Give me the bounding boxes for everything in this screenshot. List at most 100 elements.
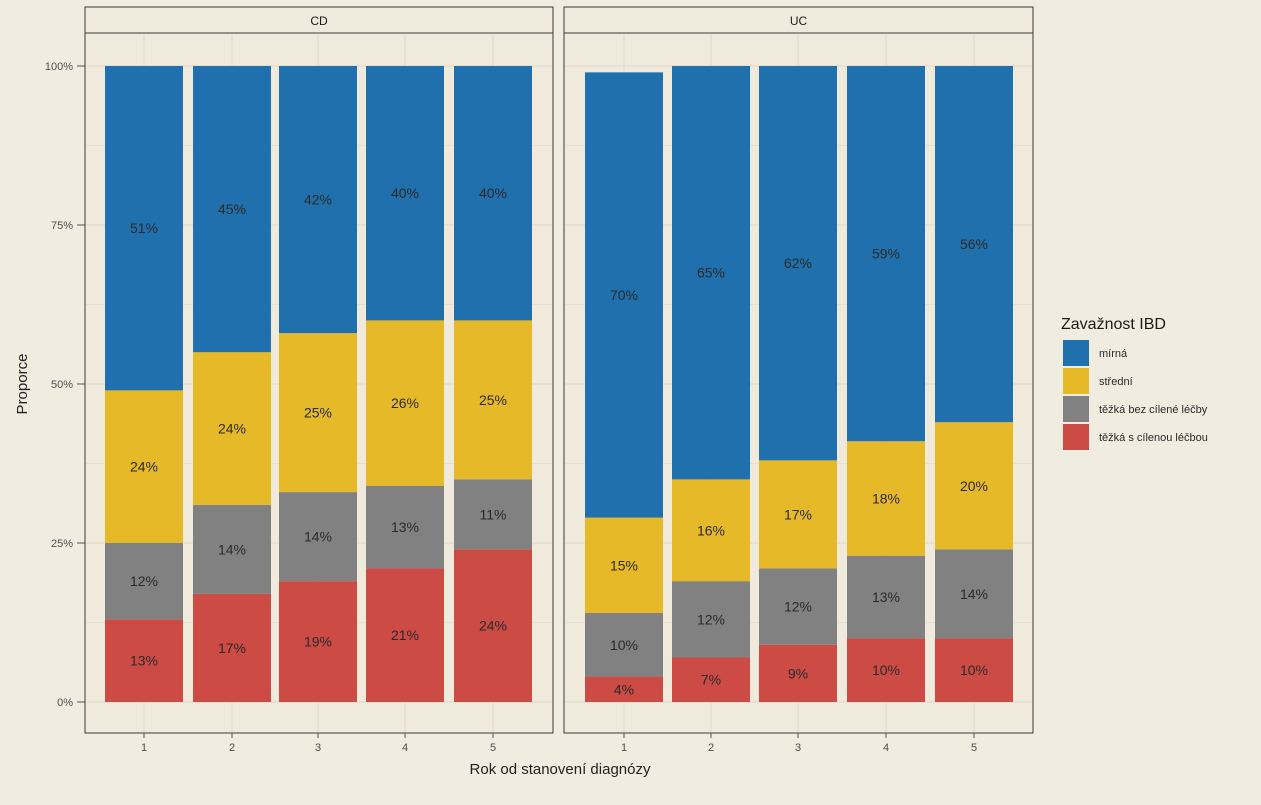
y-tick-label: 50%	[51, 379, 73, 391]
bar-segment-mirna	[454, 66, 532, 321]
panel-strip	[563, 6, 1034, 34]
bar-segment-stredni	[935, 422, 1013, 550]
bar-segment-tezka_s	[585, 676, 663, 702]
bar-segment-mirna	[585, 72, 663, 518]
bar-segment-tezka_s	[105, 619, 183, 702]
panel-strip	[84, 6, 554, 34]
bar-segment-stredni	[759, 460, 837, 569]
bar-segment-tezka_s	[279, 581, 357, 702]
bar-segment-tezka_s	[935, 638, 1013, 702]
bar-data-label: 4%	[614, 681, 634, 697]
bar-segment-stredni	[105, 390, 183, 543]
legend-key-mirna	[1063, 340, 1089, 366]
bar-data-label: 62%	[784, 255, 812, 271]
bar-segment-mirna	[672, 66, 750, 480]
panel-title: CD	[310, 14, 328, 28]
bar-segment-stredni	[454, 320, 532, 480]
bar-data-label: 18%	[872, 490, 900, 506]
bar-segment-mirna	[935, 66, 1013, 423]
y-tick-label: 100%	[45, 61, 73, 73]
x-tick-label: 3	[795, 742, 801, 754]
bar-segment-tezka_s	[759, 644, 837, 702]
bar-segment-tezka_bez	[935, 549, 1013, 639]
bar-segment-tezka_s	[193, 593, 271, 702]
bar-data-label: 15%	[610, 557, 638, 573]
bar-data-label: 25%	[304, 405, 332, 421]
bar-data-label: 17%	[784, 506, 812, 522]
bar-segment-tezka_bez	[759, 568, 837, 645]
y-tick-label: 25%	[51, 538, 73, 550]
bar-data-label: 14%	[304, 529, 332, 545]
legend-label: těžká bez cílené léčby	[1099, 404, 1208, 416]
bar-segment-tezka_s	[847, 638, 925, 702]
x-tick-label: 2	[229, 742, 235, 754]
bar-data-label: 20%	[960, 478, 988, 494]
bar-segment-tezka_s	[672, 657, 750, 702]
x-tick-label: 4	[402, 742, 408, 754]
bar-data-label: 59%	[872, 246, 900, 262]
x-tick-label: 5	[490, 742, 496, 754]
bar-segment-stredni	[672, 479, 750, 582]
legend-key-tezka_s	[1063, 424, 1089, 450]
bar-data-label: 24%	[218, 421, 246, 437]
bar-data-label: 21%	[391, 627, 419, 643]
x-tick-label: 1	[141, 742, 147, 754]
legend-label: střední	[1099, 376, 1133, 388]
bar-data-label: 13%	[130, 653, 158, 669]
bar-segment-stredni	[279, 333, 357, 493]
bar-data-label: 65%	[697, 265, 725, 281]
y-axis-label: Proporce	[14, 354, 31, 415]
legend-title: Zavažnost IBD	[1061, 316, 1166, 333]
bar-segment-stredni	[193, 352, 271, 505]
bar-segment-tezka_bez	[105, 543, 183, 620]
bar-data-label: 10%	[872, 662, 900, 678]
bar-segment-tezka_bez	[847, 555, 925, 639]
bar-data-label: 40%	[479, 185, 507, 201]
bar-segment-tezka_bez	[366, 485, 444, 569]
x-tick-label: 3	[315, 742, 321, 754]
bar-segment-mirna	[366, 66, 444, 321]
bar-data-label: 12%	[130, 573, 158, 589]
bar-data-label: 16%	[697, 522, 725, 538]
x-axis-label: Rok od stanovení diagnózy	[470, 761, 651, 778]
bar-data-label: 12%	[784, 599, 812, 615]
bar-data-label: 10%	[960, 662, 988, 678]
bar-data-label: 56%	[960, 236, 988, 252]
bar-data-label: 9%	[788, 665, 808, 681]
bar-data-label: 24%	[479, 618, 507, 634]
bar-segment-mirna	[105, 66, 183, 391]
bar-data-label: 17%	[218, 640, 246, 656]
legend-label: mírná	[1099, 348, 1128, 360]
bar-segment-stredni	[585, 517, 663, 613]
x-tick-label: 5	[971, 742, 977, 754]
bar-segment-mirna	[193, 66, 271, 353]
bar-segment-tezka_bez	[454, 479, 532, 550]
bar-data-label: 19%	[304, 634, 332, 650]
legend-label: těžká s cílenou léčbou	[1099, 432, 1208, 444]
bar-data-label: 14%	[960, 586, 988, 602]
bar-data-label: 13%	[391, 519, 419, 535]
legend-key-tezka_bez	[1063, 396, 1089, 422]
x-tick-label: 1	[621, 742, 627, 754]
bar-data-label: 10%	[610, 637, 638, 653]
x-tick-label: 4	[883, 742, 889, 754]
bar-segment-mirna	[847, 66, 925, 442]
bar-data-label: 40%	[391, 185, 419, 201]
bar-segment-tezka_s	[454, 549, 532, 702]
bar-data-label: 26%	[391, 395, 419, 411]
bar-data-label: 14%	[218, 541, 246, 557]
bar-segment-mirna	[759, 66, 837, 461]
bar-data-label: 25%	[479, 392, 507, 408]
bar-segment-tezka_bez	[672, 581, 750, 658]
bar-segment-stredni	[366, 320, 444, 486]
panel-title: UC	[790, 14, 808, 28]
bar-data-label: 12%	[697, 611, 725, 627]
bar-segment-mirna	[279, 66, 357, 334]
bar-segment-stredni	[847, 441, 925, 556]
bar-data-label: 24%	[130, 459, 158, 475]
bar-segment-tezka_s	[366, 568, 444, 702]
y-tick-label: 0%	[57, 697, 73, 709]
bar-segment-tezka_bez	[279, 492, 357, 582]
bar-data-label: 7%	[701, 672, 721, 688]
